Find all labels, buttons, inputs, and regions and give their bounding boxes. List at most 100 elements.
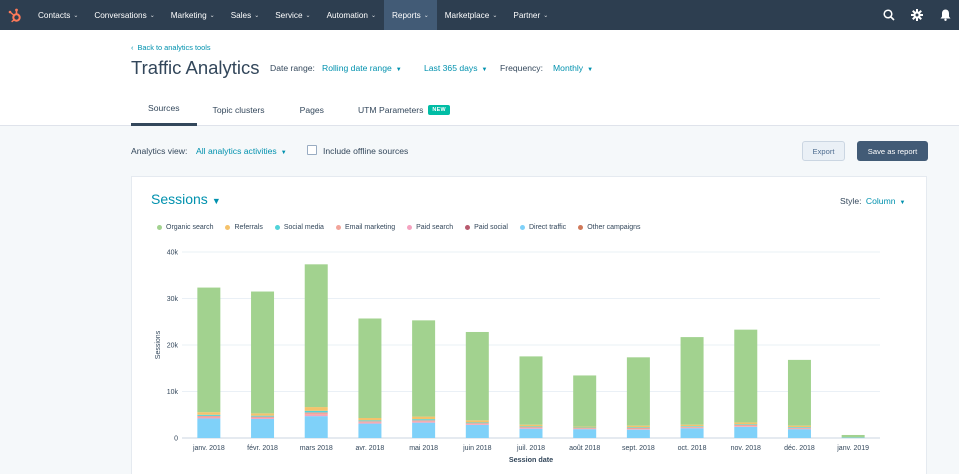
notifications-icon[interactable] [931,0,959,30]
x-tick-label: sept. 2018 [622,445,655,452]
frequency-dropdown[interactable]: Monthly ▼ [553,63,593,73]
legend-item[interactable]: Other campaigns [578,224,641,231]
bar-segment [412,419,436,421]
legend-item[interactable]: Paid search [407,224,453,231]
bar-segment [626,429,650,438]
y-tick-label: 40k [167,250,179,257]
nav-item-service[interactable]: Service ⌄ [267,0,318,30]
x-tick-label: déc. 2018 [784,445,815,452]
nav-item-marketplace[interactable]: Marketplace ⌄ [437,0,506,30]
x-tick-label: juil. 2018 [516,445,545,452]
period-dropdown[interactable]: Last 365 days ▼ [424,63,487,73]
bar-segment [358,318,382,419]
legend-label: Other campaigns [587,224,641,231]
bar-segment [573,426,597,428]
x-tick-label: oct. 2018 [678,445,707,452]
y-tick-label: 20k [167,343,179,350]
caret-down-icon: ▼ [211,196,221,206]
bar-segment [412,422,436,438]
legend-item[interactable]: Email marketing [335,224,395,231]
x-tick-label: avr. 2018 [356,445,385,452]
bar-segment [626,427,650,429]
tab-pages[interactable]: Pages [300,93,324,126]
bar-segment [787,429,811,438]
tab-topic-clusters[interactable]: Topic clusters [213,93,265,126]
x-tick-label: nov. 2018 [731,445,761,452]
bar-segment [197,415,221,418]
nav-item-reports[interactable]: Reports ⌄ [384,0,437,30]
bar-segment [358,418,382,421]
date-range-dropdown[interactable]: Rolling date range ▼ [322,63,402,73]
tab-label: Topic clusters [212,104,265,115]
include-offline-sources-checkbox[interactable] [307,145,317,155]
legend-item[interactable]: Social media [274,224,324,231]
nav-item-conversations[interactable]: Conversations ⌄ [86,0,162,30]
legend-item[interactable]: Organic search [157,224,213,231]
metric-label: Sessions [151,191,208,207]
bar-segment [680,428,704,438]
legend-item[interactable]: Paid social [465,224,508,231]
legend-label: Paid social [474,224,508,231]
nav-item-label: Reports [392,10,421,20]
main-menu: Contacts ⌄ Conversations ⌄ Marketing ⌄ Sales ⌄ S… [30,0,556,30]
chevron-down-icon: ⌄ [73,12,79,19]
back-link-label: Back to analytics tools [137,43,211,52]
nav-item-label: Conversations [94,10,147,20]
y-tick-label: 0 [174,436,178,443]
chevron-down-icon: ⌄ [492,12,498,19]
analytics-tabs: Sources Topic clusters Pages UTM Paramet… [131,93,450,126]
nav-item-contacts[interactable]: Contacts ⌄ [30,0,86,30]
frequency-filter: Frequency: [500,63,543,73]
x-tick-label: mai 2018 [409,445,438,452]
bar-segment [412,320,436,417]
bar-segment [573,429,597,438]
chevron-down-icon: ⌄ [543,12,549,19]
new-badge: NEW [428,104,450,115]
bar-segment [626,429,650,430]
bar-segment [787,427,811,428]
chart-legend: Organic search Referrals Social media Email… [157,224,653,231]
tab-sources[interactable]: Sources [131,93,197,126]
bar-segment [251,418,275,438]
analytics-view-dropdown[interactable]: All analytics activities ▼ [196,146,287,156]
legend-label: Direct traffic [528,224,567,231]
x-tick-label: janv. 2018 [192,445,225,452]
bar-segment [680,424,704,427]
bar-segment [519,428,543,438]
chart-style-control[interactable]: Style: Column ▼ [840,196,905,206]
search-icon[interactable] [875,0,903,30]
export-button[interactable]: Export [802,141,845,161]
bar-segment [626,357,650,426]
bar-segment [787,425,811,428]
nav-item-marketing[interactable]: Marketing ⌄ [163,0,223,30]
x-tick-label: janv. 2019 [836,445,869,452]
settings-icon[interactable] [903,0,931,30]
x-tick-label: août 2018 [569,445,600,452]
y-tick-label: 10k [167,389,179,396]
bar-segment [680,426,704,427]
bar-segment [787,359,811,426]
back-to-analytics-tools-link[interactable]: ‹ Back to analytics tools [131,43,211,52]
bar-segment [841,437,865,439]
nav-item-partner[interactable]: Partner ⌄ [505,0,556,30]
nav-item-label: Partner [513,10,541,20]
date-range-filter: Date range: [270,63,315,73]
metric-dropdown[interactable]: Sessions ▼ [151,191,221,207]
nav-item-automation[interactable]: Automation ⌄ [319,0,384,30]
save-as-report-button[interactable]: Save as report [857,141,928,161]
bar-segment [573,428,597,430]
bar-segment [251,418,275,419]
nav-item-sales[interactable]: Sales ⌄ [223,0,268,30]
legend-item[interactable]: Referrals [225,224,263,231]
bar-segment [734,426,758,438]
bar-segment [787,428,811,430]
x-tick-label: mars 2018 [300,445,333,452]
legend-label: Organic search [166,224,214,231]
nav-item-label: Automation [326,10,368,20]
tab-utm-parameters[interactable]: UTM Parameters NEW [358,93,450,126]
hubspot-logo-icon[interactable] [0,0,30,30]
bar-segment [197,412,221,415]
bar-segment [251,415,275,417]
legend-item[interactable]: Direct traffic [519,224,567,231]
bar-segment [412,416,436,420]
